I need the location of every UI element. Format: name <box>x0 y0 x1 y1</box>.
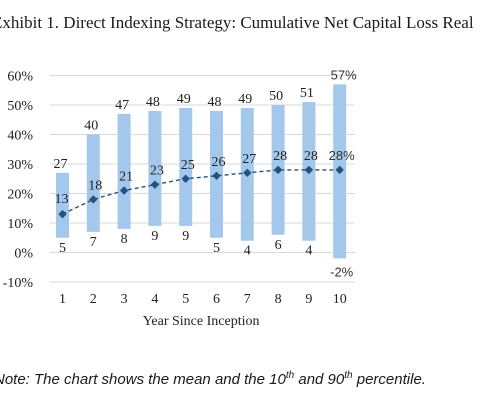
mean-point <box>119 186 129 195</box>
high-label: 49 <box>177 92 191 107</box>
range-bar <box>179 107 193 226</box>
mean-line <box>62 169 340 215</box>
low-label: 5 <box>213 241 220 256</box>
mean-point <box>181 174 190 183</box>
y-tick-label: -10% <box>3 276 34 291</box>
high-label: 47 <box>115 98 129 113</box>
high-label: 48 <box>146 95 160 110</box>
high-label: 40 <box>84 119 98 134</box>
x-tick-label: 6 <box>213 292 220 307</box>
x-tick-label: 7 <box>244 292 251 307</box>
mean-label: 28% <box>329 148 355 163</box>
note-prefix: Note: The chart shows the mean and the 1… <box>0 371 286 388</box>
low-label: 6 <box>275 238 282 253</box>
mean-point <box>212 171 221 180</box>
x-tick-label: 3 <box>121 292 128 307</box>
x-tick-label: 8 <box>275 292 282 307</box>
note-suffix: percentile. <box>352 371 426 388</box>
mean-point <box>89 195 98 204</box>
x-tick-label: 9 <box>305 292 312 307</box>
x-tick-label: 1 <box>59 292 66 307</box>
chart-title: Exhibit 1. Direct Indexing Strategy: Cum… <box>0 13 474 32</box>
x-tick-label: 10 <box>333 292 347 307</box>
y-tick-label: 20% <box>7 188 33 203</box>
mean-label: 13 <box>55 192 69 207</box>
y-tick-label: 50% <box>7 99 33 114</box>
x-tick-label: 4 <box>151 292 158 307</box>
high-label: 49 <box>238 92 252 107</box>
y-tick-label: 30% <box>7 158 33 173</box>
y-tick-label: 60% <box>7 70 33 85</box>
mean-label: 28 <box>304 149 318 164</box>
y-tick-label: 10% <box>7 217 33 232</box>
x-tick-label: 2 <box>90 292 97 307</box>
mean-label: 21 <box>119 170 133 185</box>
mean-point <box>273 165 283 175</box>
low-label: 7 <box>90 235 97 250</box>
range-bar <box>56 172 69 238</box>
chart-note: Note: The chart shows the mean and the 1… <box>0 370 426 388</box>
high-label: 27 <box>54 157 68 172</box>
mean-point <box>243 168 252 178</box>
high-label: 48 <box>208 95 222 110</box>
note-sup-1: th <box>285 370 295 381</box>
chart-svg: -10%0%10%20%30%40%50%60%2751314071824782… <box>3 67 357 329</box>
high-label: 57% <box>331 67 357 82</box>
low-label: 9 <box>182 229 189 244</box>
high-label: 50 <box>269 89 283 104</box>
mean-point <box>304 165 314 175</box>
mean-point <box>335 165 344 175</box>
low-label: 8 <box>121 232 128 247</box>
range-bar <box>148 110 162 226</box>
note-middle: and 90 <box>294 371 345 388</box>
range-bar <box>86 134 100 232</box>
x-axis-label: Year Since Inception <box>143 314 260 329</box>
note-sup-2: th <box>344 370 353 381</box>
low-label: 9 <box>151 229 158 244</box>
low-label: 4 <box>305 244 312 259</box>
mean-point <box>150 180 160 189</box>
y-tick-label: 40% <box>7 129 33 144</box>
high-label: 51 <box>300 86 314 101</box>
mean-label: 25 <box>181 158 195 173</box>
mean-point <box>58 209 67 219</box>
y-tick-label: 0% <box>14 247 33 262</box>
mean-label: 18 <box>88 178 102 193</box>
mean-label: 28 <box>273 149 287 164</box>
x-tick-label: 5 <box>182 292 189 307</box>
low-label: 5 <box>59 241 66 256</box>
range-bar <box>117 113 131 229</box>
mean-label: 26 <box>212 155 226 170</box>
low-label: 4 <box>244 244 251 259</box>
mean-label: 23 <box>150 164 164 179</box>
low-label: -2% <box>330 264 354 279</box>
mean-label: 27 <box>242 152 256 167</box>
